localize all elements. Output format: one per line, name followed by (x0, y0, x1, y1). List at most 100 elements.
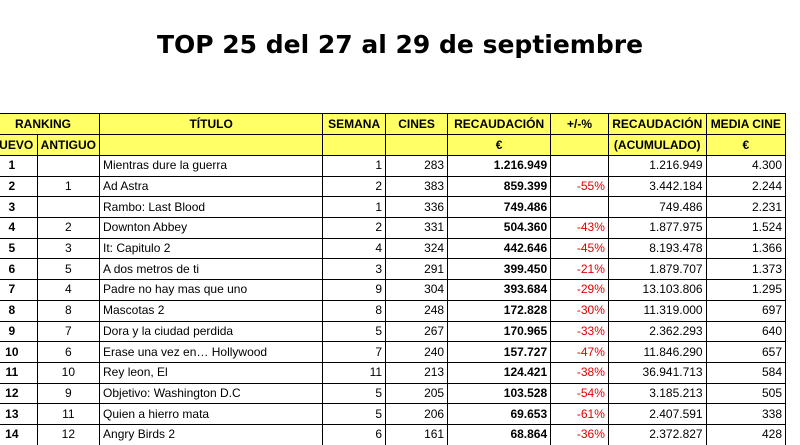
header-cell (550, 134, 609, 156)
cell: 3.442.184 (607, 175, 707, 198)
cell: 3 (36, 237, 101, 260)
cell: 1.877.975 (607, 217, 707, 239)
cell: 7 (322, 341, 387, 363)
cell: 1.373 (705, 258, 787, 281)
cell: 9 (322, 279, 387, 301)
cell: 3 (322, 258, 387, 281)
header-cell: RECAUDACIÓN (607, 113, 707, 135)
cell: -29% (550, 279, 609, 301)
header-cell: € (447, 134, 552, 156)
cell: Rambo: Last Blood (99, 196, 324, 219)
header-cell: € (705, 134, 787, 156)
cell: 338 (705, 403, 787, 425)
cell: 213 (385, 361, 449, 384)
cell: 1 (0, 155, 38, 177)
data-row: 12 9 Objetivo: Washington D.C 5 205 103.528 -5… (0, 382, 787, 405)
header-row: NUEVOANTIGUO€(ACUMULADO)€ (0, 134, 787, 156)
cell: Dora y la ciudad perdida (99, 320, 324, 343)
cell: 1.295 (705, 279, 787, 301)
data-row: 13 11 Quien a hierro mata 5 206 69.653 -61% 2.4… (0, 403, 787, 425)
cell: Objetivo: Washington D.C (99, 382, 324, 405)
cell: -36% (550, 423, 609, 445)
cell: 68.864 (447, 423, 552, 445)
cell: 3.185.213 (607, 382, 707, 405)
cell: 6 (0, 258, 38, 281)
cell: 505 (705, 382, 787, 405)
data-row: 3 Rambo: Last Blood 1 336 749.486 749.486 2.23… (0, 196, 787, 219)
cell: 11 (36, 403, 101, 425)
cell: 2.407.591 (607, 403, 707, 425)
cell: 69.653 (447, 403, 552, 425)
cell: 11 (0, 361, 38, 384)
cell: 248 (385, 299, 449, 322)
cell: 36.941.713 (607, 361, 707, 384)
cell: 399.450 (447, 258, 552, 281)
data-row: 11 10 Rey leon, El 11 213 124.421 -38% 36.941.7… (0, 361, 787, 384)
cell: -55% (550, 175, 609, 198)
cell: 859.399 (447, 175, 552, 198)
header-cell (322, 134, 387, 156)
data-row: 5 3 It: Capitulo 2 4 324 442.646 -45% 8.193.478… (0, 237, 787, 260)
header-cell: TÍTULO (99, 113, 324, 135)
cell: -47% (550, 341, 609, 363)
cell: 1.216.949 (607, 155, 707, 177)
header-cell: RANKING (0, 113, 101, 135)
cell: -38% (550, 361, 609, 384)
cell: 304 (385, 279, 449, 301)
cell: -21% (550, 258, 609, 281)
cell: 5 (36, 258, 101, 281)
cell: Angry Birds 2 (99, 423, 324, 445)
cell: 2 (322, 175, 387, 198)
cell: 5 (322, 320, 387, 343)
cell: 13.103.806 (607, 279, 707, 301)
cell: 7 (36, 320, 101, 343)
cell: 2.231 (705, 196, 787, 219)
cell: 13 (0, 403, 38, 425)
cell: 5 (0, 237, 38, 260)
cell: 1.879.707 (607, 258, 707, 281)
cell: 291 (385, 258, 449, 281)
cell: 4 (0, 217, 38, 239)
header-cell: (ACUMULADO) (607, 134, 707, 156)
cell: 9 (0, 320, 38, 343)
cell: 283 (385, 155, 449, 177)
data-row: 14 12 Angry Birds 2 6 161 68.864 -36% 2.372.827… (0, 423, 787, 445)
cell: 8.193.478 (607, 237, 707, 260)
cell: 9 (36, 382, 101, 405)
page-title: TOP 25 del 27 al 29 de septiembre (156, 30, 644, 59)
header-cell: CINES (385, 113, 449, 135)
cell: 5 (322, 382, 387, 405)
cell: Padre no hay mas que uno (99, 279, 324, 301)
cell: 103.528 (447, 382, 552, 405)
cell: 267 (385, 320, 449, 343)
cell: 324 (385, 237, 449, 260)
header-cell: RECAUDACIÓN (447, 113, 552, 135)
cell (36, 155, 101, 177)
cell: 8 (0, 299, 38, 322)
data-row: 1 Mientras dure la guerra 1 283 1.216.949 1.2… (0, 155, 787, 177)
header-cell: NUEVO (0, 134, 38, 156)
cell: Rey leon, El (99, 361, 324, 384)
cell: 206 (385, 403, 449, 425)
cell: 12 (0, 382, 38, 405)
cell: Erase una vez en… Hollywood (99, 341, 324, 363)
cell: 749.486 (447, 196, 552, 219)
cell: 4 (322, 237, 387, 260)
cell: 1.524 (705, 217, 787, 239)
cell: 12 (36, 423, 101, 445)
cell: 7 (0, 279, 38, 301)
cell: 584 (705, 361, 787, 384)
cell: 2.372.827 (607, 423, 707, 445)
cell: -33% (550, 320, 609, 343)
header-row: RANKING TÍTULO SEMANA CINES RECAUDACIÓN +/-% R… (0, 113, 787, 135)
data-row: 2 1 Ad Astra 2 383 859.399 -55% 3.442.184 2.244 (0, 175, 787, 198)
cell (36, 196, 101, 219)
cell: 1 (36, 175, 101, 198)
cell: 3 (0, 196, 38, 219)
cell: 11.846.290 (607, 341, 707, 363)
cell: 5 (322, 403, 387, 425)
cell: 170.965 (447, 320, 552, 343)
cell: 749.486 (607, 196, 707, 219)
